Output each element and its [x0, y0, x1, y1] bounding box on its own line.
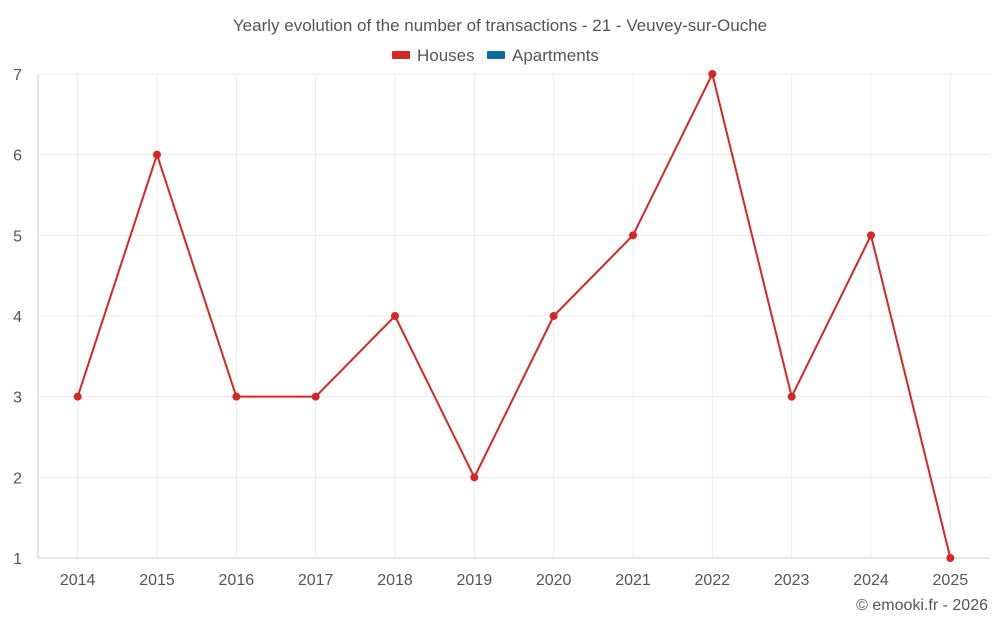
legend-label-apartments: Apartments [512, 46, 599, 65]
legend-label-houses: Houses [417, 46, 475, 65]
data-point[interactable] [153, 150, 161, 159]
y-tick-label: 3 [13, 390, 22, 407]
x-tick-label: 2025 [933, 572, 969, 589]
series-line-houses [76, 73, 952, 559]
x-tick-label: 2015 [139, 572, 175, 589]
data-point[interactable] [549, 312, 558, 320]
x-tick-label: 2016 [219, 572, 255, 589]
data-point[interactable] [946, 554, 955, 562]
data-point[interactable] [787, 392, 796, 401]
x-tick-label: 2019 [457, 572, 493, 589]
x-tick-label: 2021 [615, 572, 651, 589]
y-tick-label: 5 [13, 228, 22, 245]
y-tick-label: 6 [13, 148, 22, 165]
y-tick-label: 4 [13, 309, 22, 326]
x-tick-label: 2024 [853, 572, 889, 589]
data-point[interactable] [629, 231, 637, 240]
x-tick-label: 2020 [536, 572, 572, 589]
x-tick-label: 2023 [774, 572, 810, 589]
x-tick-label: 2018 [377, 572, 413, 589]
data-point[interactable] [311, 392, 320, 401]
axes: 1 2 3 4 5 6 7 2014 2015 2016 2017 2018 2019 2020 2021 2… [13, 67, 990, 589]
legend-swatch-houses [392, 51, 410, 59]
series-houses [73, 70, 955, 562]
y-tick-label: 7 [13, 67, 22, 84]
x-tick-label: 2017 [298, 572, 334, 589]
grid [38, 73, 990, 559]
data-point[interactable] [470, 473, 479, 482]
chart-title: Yearly evolution of the number of transa… [233, 16, 767, 35]
legend-swatch-apartments [487, 51, 505, 59]
data-point[interactable] [391, 312, 399, 320]
data-point[interactable] [73, 392, 82, 401]
data-point[interactable] [708, 70, 717, 78]
legend-item-houses[interactable]: Houses [392, 46, 475, 65]
legend: Houses Apartments [392, 46, 599, 65]
x-tick-label: 2014 [60, 572, 96, 589]
y-tick-label: 2 [13, 470, 22, 487]
legend-item-apartments[interactable]: Apartments [487, 46, 599, 65]
data-point[interactable] [232, 392, 241, 401]
credit-text: © emooki.fr - 2026 [856, 597, 988, 614]
data-point[interactable] [867, 231, 875, 240]
y-tick-label: 1 [13, 551, 22, 568]
x-tick-label: 2022 [695, 572, 731, 589]
